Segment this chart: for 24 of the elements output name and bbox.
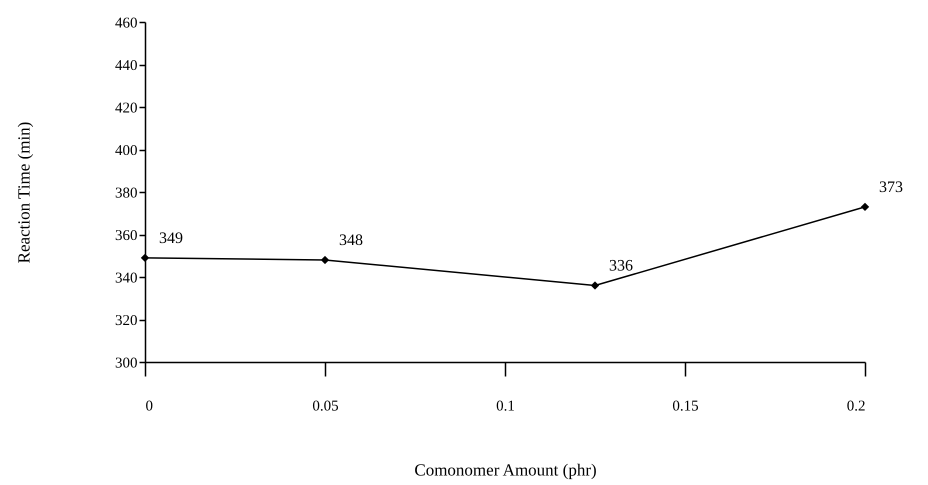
y-tick-label: 360 xyxy=(115,228,138,244)
y-tick-label: 440 xyxy=(115,58,138,74)
point xyxy=(590,281,600,290)
y-tick-label: 300 xyxy=(115,356,138,372)
y-axis-title: Reaction Time (min) xyxy=(14,122,34,264)
y-tick-label: 380 xyxy=(115,186,138,202)
x-tick-label: 0.1 xyxy=(496,398,515,414)
y-tick-label: 420 xyxy=(115,100,138,116)
y-tick-label: 460 xyxy=(115,16,138,32)
data-label: 373 xyxy=(879,178,903,196)
x-axis-title: Comonomer Amount (phr) xyxy=(414,460,597,480)
x-tick-label: 0.15 xyxy=(672,398,699,414)
x-tick-label: 0 xyxy=(146,398,153,414)
data-label: 349 xyxy=(159,230,183,247)
point xyxy=(320,256,330,264)
point xyxy=(140,254,150,262)
y-tick-label: 400 xyxy=(115,143,138,159)
point xyxy=(860,202,870,212)
y-tick-label: 320 xyxy=(115,313,138,329)
x-tick-label: 0.05 xyxy=(312,398,339,414)
y-tick-label: 340 xyxy=(115,270,138,286)
x-tick-label: 0.2 xyxy=(846,398,866,414)
data-label: 348 xyxy=(339,232,363,249)
data-label: 336 xyxy=(609,258,633,274)
